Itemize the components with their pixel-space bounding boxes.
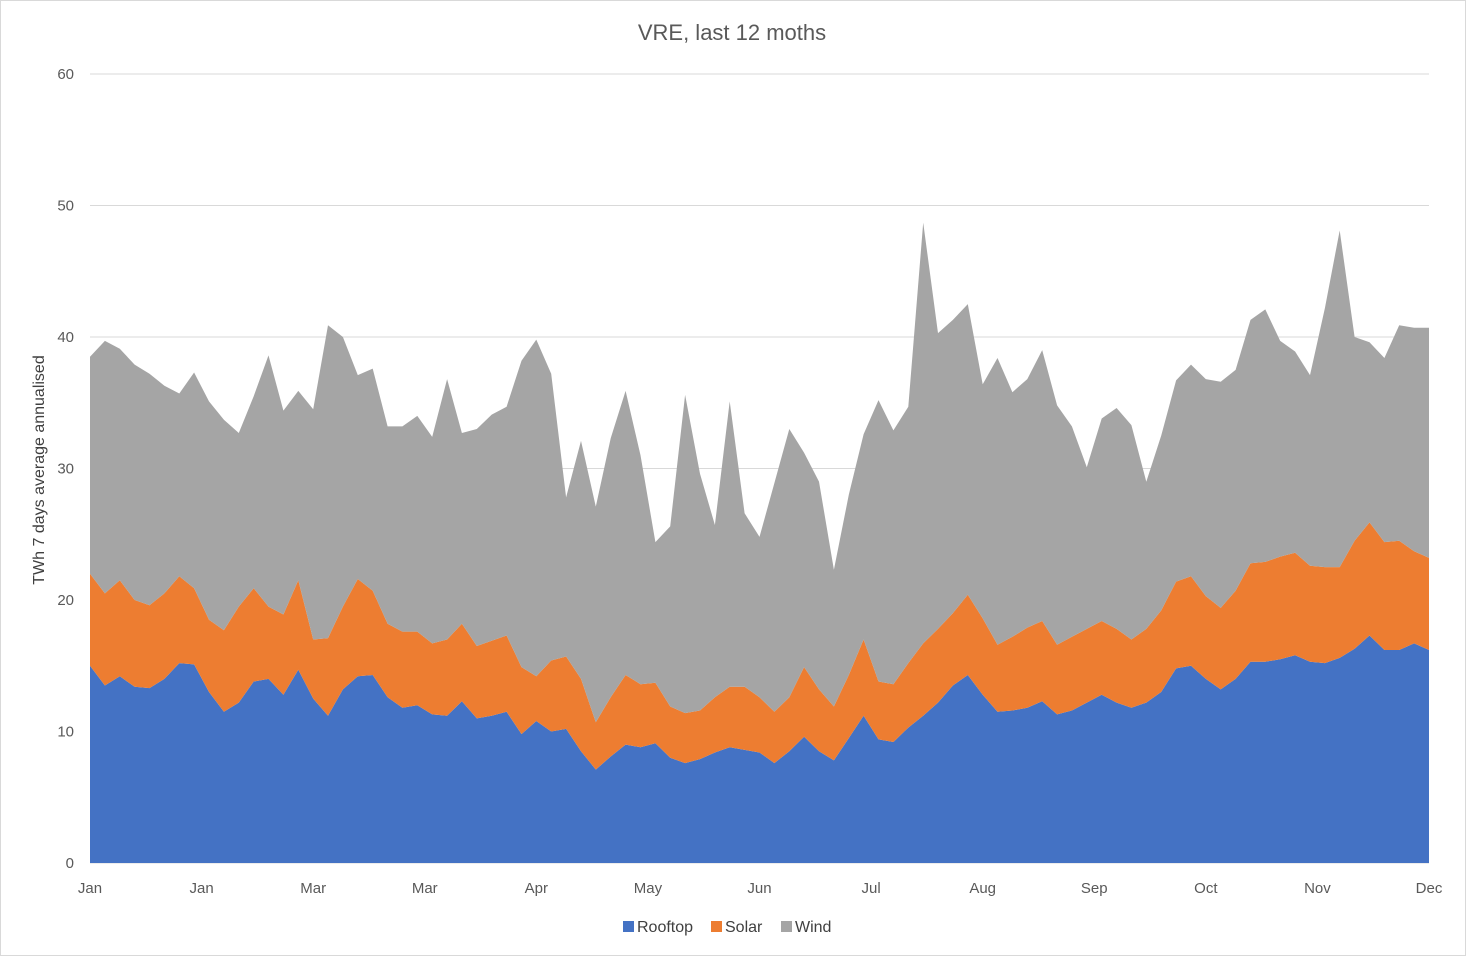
- x-tick-label: Sep: [1081, 880, 1108, 897]
- plot-areas: [90, 222, 1429, 863]
- x-tick-label: Jan: [189, 880, 213, 897]
- x-tick-label: Mar: [412, 880, 438, 897]
- y-tick-label: 60: [57, 66, 74, 83]
- legend-label-rooftop: Rooftop: [637, 919, 693, 936]
- legend-swatch-solar: [711, 921, 722, 932]
- x-tick-label: Nov: [1304, 880, 1331, 897]
- legend-swatch-rooftop: [623, 921, 634, 932]
- legend-label-wind: Wind: [795, 919, 831, 936]
- y-tick-label: 50: [57, 198, 74, 215]
- y-axis-ticks: 0 10 20 30 40 50 60: [57, 66, 74, 872]
- y-tick-label: 40: [57, 329, 74, 346]
- x-tick-label: Jan: [78, 880, 102, 897]
- legend-swatch-wind: [781, 921, 792, 932]
- y-axis-title: TWh 7 days average annualised: [31, 355, 48, 584]
- x-tick-label: Aug: [969, 880, 996, 897]
- legend: Rooftop Solar Wind: [623, 919, 831, 936]
- legend-label-solar: Solar: [725, 919, 763, 936]
- x-tick-label: Jul: [861, 880, 880, 897]
- y-tick-label: 0: [66, 855, 74, 872]
- y-tick-label: 10: [57, 724, 74, 741]
- x-tick-label: May: [634, 880, 663, 897]
- area-series-wind: [90, 222, 1429, 723]
- area-series-rooftop: [90, 635, 1429, 863]
- x-axis-ticks: Jan Jan Mar Mar Apr May Jun Jul Aug Sep Oct Nov Dec: [78, 880, 1443, 897]
- x-tick-label: Apr: [525, 880, 548, 897]
- y-tick-label: 20: [57, 592, 74, 609]
- x-tick-label: Jun: [747, 880, 771, 897]
- chart-title: VRE, last 12 moths: [638, 20, 826, 45]
- y-tick-label: 30: [57, 461, 74, 478]
- area-series-solar: [90, 522, 1429, 770]
- x-tick-label: Mar: [300, 880, 326, 897]
- x-tick-label: Oct: [1194, 880, 1218, 897]
- x-tick-label: Dec: [1416, 880, 1443, 897]
